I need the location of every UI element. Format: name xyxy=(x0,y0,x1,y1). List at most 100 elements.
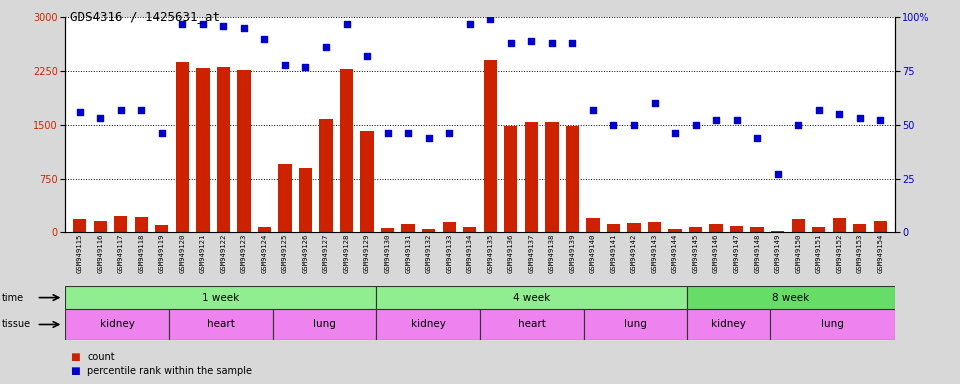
Text: ■: ■ xyxy=(70,352,80,362)
Bar xyxy=(792,219,804,232)
Point xyxy=(359,53,374,59)
Bar xyxy=(565,126,579,232)
Bar xyxy=(812,227,826,232)
Text: lung: lung xyxy=(313,319,336,329)
Point xyxy=(811,107,827,113)
Bar xyxy=(422,229,435,232)
Bar xyxy=(484,60,497,232)
Point xyxy=(729,118,744,124)
Bar xyxy=(134,217,148,232)
Bar xyxy=(480,309,584,340)
Text: GSM949125: GSM949125 xyxy=(282,233,288,273)
Text: GSM949136: GSM949136 xyxy=(508,233,514,273)
Text: GSM949150: GSM949150 xyxy=(795,233,802,273)
Text: GSM949119: GSM949119 xyxy=(158,233,165,273)
Text: heart: heart xyxy=(517,319,546,329)
Bar xyxy=(443,222,456,232)
Bar xyxy=(376,309,480,340)
Text: GSM949142: GSM949142 xyxy=(631,233,637,273)
Text: lung: lung xyxy=(624,319,647,329)
Bar xyxy=(156,225,168,232)
Point xyxy=(667,130,683,136)
Text: GSM949149: GSM949149 xyxy=(775,233,780,273)
Point xyxy=(155,130,170,136)
Text: GSM949127: GSM949127 xyxy=(323,233,329,273)
Text: ■: ■ xyxy=(70,366,80,376)
Point xyxy=(113,107,129,113)
Text: GSM949139: GSM949139 xyxy=(569,233,575,273)
Text: kidney: kidney xyxy=(711,319,746,329)
Text: GSM949129: GSM949129 xyxy=(364,233,371,273)
Text: GSM949131: GSM949131 xyxy=(405,233,411,273)
Bar xyxy=(648,222,661,232)
Bar xyxy=(65,309,169,340)
Text: GSM949117: GSM949117 xyxy=(118,233,124,273)
Text: GSM949153: GSM949153 xyxy=(857,233,863,273)
Bar xyxy=(730,226,743,232)
Text: kidney: kidney xyxy=(100,319,134,329)
Text: time: time xyxy=(2,293,24,303)
Text: GSM949133: GSM949133 xyxy=(446,233,452,273)
Bar xyxy=(832,218,846,232)
Bar xyxy=(217,67,230,232)
Text: heart: heart xyxy=(206,319,235,329)
Text: GSM949148: GSM949148 xyxy=(755,233,760,273)
Point xyxy=(708,118,724,124)
Point xyxy=(133,107,149,113)
Text: GSM949140: GSM949140 xyxy=(589,233,596,273)
Point xyxy=(790,122,805,128)
Point xyxy=(606,122,621,128)
Text: GSM949122: GSM949122 xyxy=(221,233,227,273)
Text: GSM949145: GSM949145 xyxy=(692,233,699,273)
Bar xyxy=(627,223,640,232)
Point xyxy=(586,107,601,113)
Text: kidney: kidney xyxy=(411,319,445,329)
Point xyxy=(298,64,313,70)
Bar xyxy=(504,126,517,232)
Text: 1 week: 1 week xyxy=(203,293,239,303)
Text: GSM949115: GSM949115 xyxy=(77,233,83,273)
Bar xyxy=(376,286,687,309)
Point xyxy=(831,111,847,117)
Text: 8 week: 8 week xyxy=(773,293,809,303)
Point xyxy=(236,25,252,31)
Bar xyxy=(73,219,86,232)
Point xyxy=(72,109,87,115)
Text: GSM949134: GSM949134 xyxy=(467,233,472,273)
Bar xyxy=(93,221,107,232)
Bar xyxy=(607,224,620,232)
Bar xyxy=(196,68,209,232)
Point xyxy=(175,21,190,27)
Bar xyxy=(299,168,312,232)
Bar xyxy=(169,309,273,340)
Bar xyxy=(340,69,353,232)
Point xyxy=(523,38,539,44)
Point xyxy=(339,21,354,27)
Point xyxy=(750,135,765,141)
Text: GSM949137: GSM949137 xyxy=(528,233,535,273)
Bar xyxy=(771,231,784,232)
Text: GSM949128: GSM949128 xyxy=(344,233,349,273)
Point xyxy=(770,171,785,177)
Point xyxy=(92,115,108,121)
Point xyxy=(688,122,704,128)
Point xyxy=(277,61,293,68)
Bar xyxy=(853,224,867,232)
Bar xyxy=(381,228,395,232)
Point xyxy=(319,44,334,50)
Bar xyxy=(587,218,600,232)
Point xyxy=(852,115,868,121)
Bar xyxy=(237,70,251,232)
Text: GSM949154: GSM949154 xyxy=(877,233,883,273)
Bar xyxy=(687,309,770,340)
Text: GSM949147: GSM949147 xyxy=(733,233,739,273)
Point xyxy=(256,36,272,42)
Bar xyxy=(360,131,373,232)
Point xyxy=(647,100,662,106)
Text: GSM949152: GSM949152 xyxy=(836,233,842,273)
Bar xyxy=(874,221,887,232)
Text: GSM949126: GSM949126 xyxy=(302,233,308,273)
Bar xyxy=(463,227,476,232)
Bar xyxy=(401,224,415,232)
Bar xyxy=(65,286,376,309)
